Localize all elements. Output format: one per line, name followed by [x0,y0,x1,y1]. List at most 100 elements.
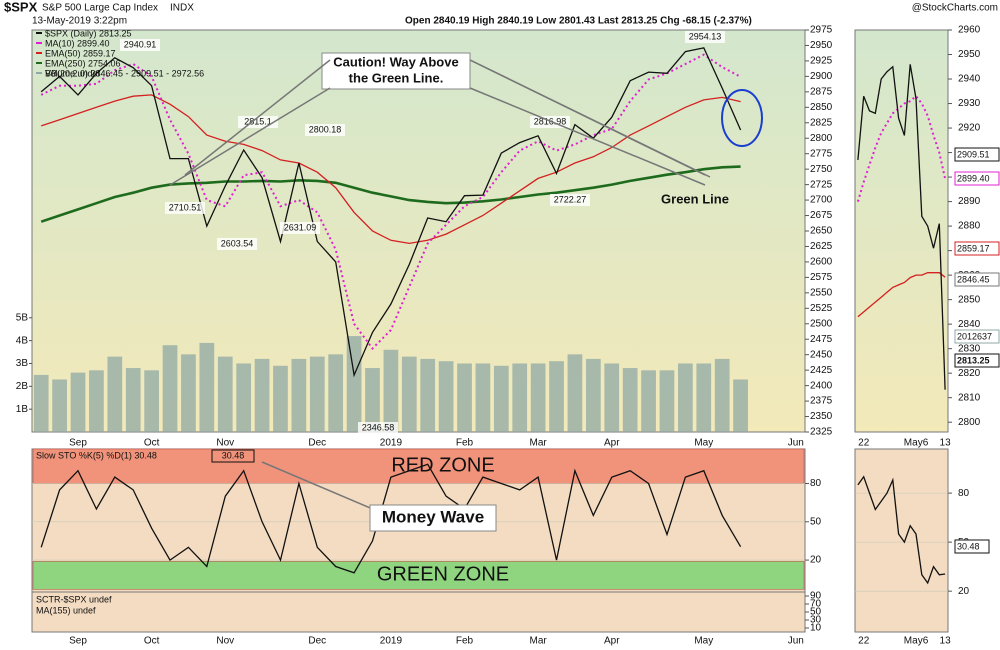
callout-arrow [469,87,706,186]
y-tick-label: 2890 [958,196,981,207]
price-annotation: 2954.13 [689,31,722,41]
price-annotation: 2710.51 [169,202,202,212]
x-tick-label: 13 [940,438,952,449]
y-tick-label: 30 [810,615,822,626]
annotation-box [685,31,725,43]
zone-label: RED ZONE [391,455,494,477]
zone [32,448,805,484]
y-tick-label: 2575 [810,272,833,283]
y2-tick-label: 5B [16,312,29,323]
y-tick-label: 2920 [958,123,981,134]
y-tick-label: 50 [810,607,822,618]
x-tick-label: May6 [904,636,929,647]
y-tick-label: 20 [810,555,822,566]
y-tick-label: 2850 [810,102,833,113]
legend-label: SCTR-$SPX undef [36,594,112,604]
quote: Open 2840.19 High 2840.19 Low 2801.43 La… [405,16,752,27]
annotation-box [550,194,590,206]
annotation-box [358,422,398,434]
volume-bar [401,356,417,432]
volume-bar [659,370,675,432]
x-tick-label: 2019 [380,636,403,647]
x-tick-label: 22 [858,636,870,647]
legend-swatch [36,42,42,44]
annotation-box [165,202,205,214]
legend-swatch [36,32,42,34]
legend-swatch [36,72,42,74]
price-label: 2012637 [957,331,992,341]
volume-bar [309,356,325,432]
volume-bar [383,349,399,432]
series-line [40,463,742,574]
y-tick-label: 2875 [810,86,833,97]
y-tick-label: 2830 [958,343,981,354]
y-tick-label: 2750 [810,164,833,175]
green-line-label: Green Line [661,191,729,206]
x-tick-label: Dec [308,636,326,647]
volume-bar [549,361,564,432]
volume-bar [604,363,620,432]
y-tick-label: 2375 [810,396,833,407]
price-annotation: 2631.09 [284,222,317,232]
symbol: $SPX [4,0,38,14]
y2-tick-label: 3B [16,358,29,369]
x-tick-label: Mar [530,438,548,449]
y-tick-label: 2525 [810,303,833,314]
volume-bar [273,365,288,432]
legend-label: Volume undef [45,68,101,78]
price-label-box [954,241,1000,256]
callout-text: Caution! Way Above [333,54,458,69]
y-tick-label: 50 [810,516,822,527]
price-label-box [954,147,1000,162]
y-tick-label: 2880 [958,221,981,232]
x-tick-label: Oct [144,636,160,647]
y-tick-label: 2325 [810,427,833,438]
volume-bar [733,379,748,432]
callout-text: the Green Line. [349,70,444,85]
volume-bar [181,354,196,432]
legend-label: MA(10) 2899.40 [45,38,110,48]
volume-bar [696,363,712,432]
y-tick-label: 2600 [810,257,833,268]
price-annotation: 2346.58 [362,422,395,432]
panel-background [31,591,806,633]
price-annotation: 2800.18 [309,124,342,134]
x-tick-label: Sep [69,438,87,449]
x-tick-label: Feb [456,438,474,449]
price-annotation: 2722.27 [554,194,587,204]
price-label: 2846.45 [957,274,990,284]
price-label: 2813.25 [957,355,990,365]
legend-swatch [36,62,42,64]
x-tick-label: May6 [904,438,929,449]
callout-arrow [261,461,376,511]
volume-bar [567,354,583,432]
panel-background [854,29,949,433]
price-annotation: 2940.91 [124,39,157,49]
x-tick-label: Jun [788,636,804,647]
price-label: 2899.40 [957,173,990,183]
y-tick-label: 2800 [958,417,981,428]
x-tick-label: May [694,636,713,647]
exchange: INDX [170,3,194,14]
x-tick-label: Dec [308,438,326,449]
volume-bar [493,365,509,432]
y-tick-label: 80 [810,478,822,489]
volume-bar [89,370,104,432]
y-tick-label: 2500 [810,318,833,329]
callout-box [321,52,471,90]
panel-background [31,29,806,433]
y-tick-label: 2800 [810,133,833,144]
series-line [40,94,741,245]
y-tick-label: 2930 [958,98,981,109]
legend-label: EMA(50) 2859.17 [45,48,116,58]
volume-bar [70,372,86,432]
volume-bar [346,336,362,432]
callout-text: Money Wave [382,507,484,526]
legend-label: $SPX (Daily) 2813.25 [45,28,132,38]
y-tick-label: 2950 [958,49,981,60]
y-tick-label: 10 [810,623,822,634]
series-line [857,272,946,318]
price-label-box [954,353,1000,368]
series-line [857,64,946,390]
y-tick-label: 2775 [810,148,833,159]
